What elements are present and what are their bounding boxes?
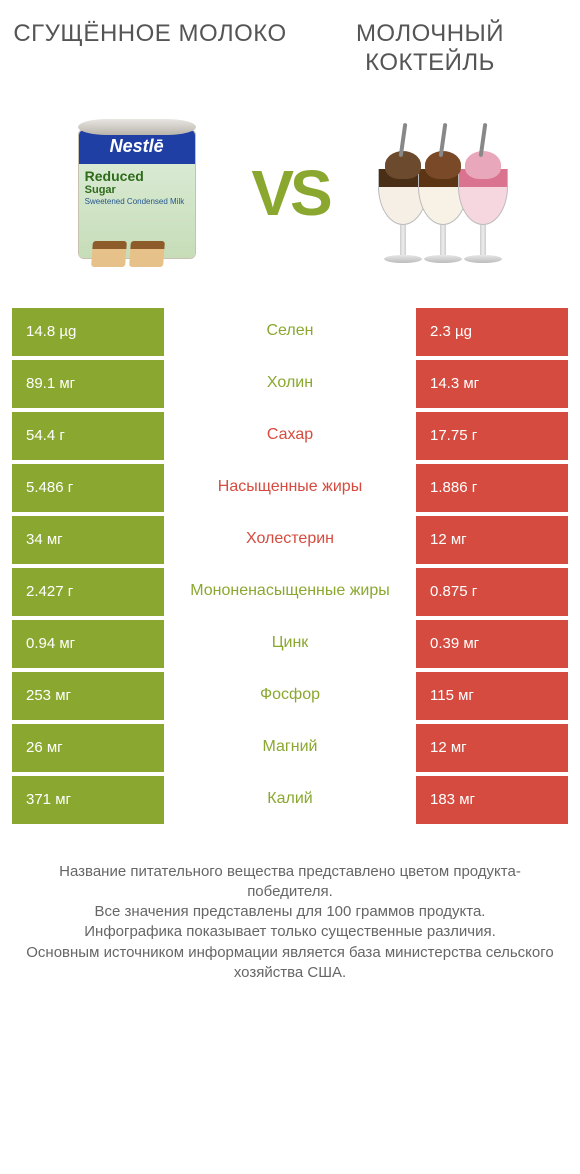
value-right: 183 мг [416,776,568,824]
value-right: 0.875 г [416,568,568,616]
nutrient-label: Селен [164,308,416,356]
value-left: 89.1 мг [12,360,164,408]
nutrient-label: Насыщенные жиры [164,464,416,512]
nutrient-label: Холестерин [164,516,416,564]
value-left: 5.486 г [12,464,164,512]
footer-l3: Инфографика показывает только существенн… [24,922,556,942]
value-left: 253 мг [12,672,164,720]
table-row: 14.8 µgСелен2.3 µg [12,308,568,356]
value-right: 2.3 µg [416,308,568,356]
value-left: 26 мг [12,724,164,772]
can-line2: Sugar [85,184,189,196]
value-left: 14.8 µg [12,308,164,356]
table-row: 54.4 гСахар17.75 г [12,412,568,460]
table-row: 371 мгКалий183 мг [12,776,568,824]
value-left: 34 мг [12,516,164,564]
table-row: 0.94 мгЦинк0.39 мг [12,620,568,668]
value-right: 17.75 г [416,412,568,460]
product-right-image [337,103,550,283]
footer: Название питательного вещества представл… [0,828,580,984]
nutrient-label: Холин [164,360,416,408]
value-left: 0.94 мг [12,620,164,668]
table-row: 2.427 гМононенасыщенные жиры0.875 г [12,568,568,616]
value-right: 14.3 мг [416,360,568,408]
title-right: МОЛОЧНЫЙ КОКТЕЙЛЬ [290,20,570,78]
can-brand: Nestlē [110,136,164,157]
nutrient-label: Калий [164,776,416,824]
nutrient-label: Магний [164,724,416,772]
table-row: 34 мгХолестерин12 мг [12,516,568,564]
value-left: 371 мг [12,776,164,824]
vs-label: VS [243,156,336,230]
value-right: 1.886 г [416,464,568,512]
footer-l2: Все значения представлены для 100 граммо… [24,902,556,922]
table-row: 26 мгМагний12 мг [12,724,568,772]
value-left: 54.4 г [12,412,164,460]
comparison-table: 14.8 µgСелен2.3 µg89.1 мгХолин14.3 мг54.… [0,308,580,824]
product-left-image: Nestlē Reduced Sugar Sweetened Condensed… [30,103,243,283]
footer-l1: Название питательного вещества представл… [24,862,556,903]
table-row: 5.486 гНасыщенные жиры1.886 г [12,464,568,512]
value-left: 2.427 г [12,568,164,616]
can-line1: Reduced [85,168,189,184]
header: СГУЩЁННОЕ МОЛОКО МОЛОЧНЫЙ КОКТЕЙЛЬ [0,0,580,88]
nutrient-label: Фосфор [164,672,416,720]
can-line3: Sweetened Condensed Milk [85,198,189,207]
value-right: 12 мг [416,516,568,564]
table-row: 253 мгФосфор115 мг [12,672,568,720]
value-right: 0.39 мг [416,620,568,668]
table-row: 89.1 мгХолин14.3 мг [12,360,568,408]
title-left: СГУЩЁННОЕ МОЛОКО [10,20,290,49]
nutrient-label: Мононенасыщенные жиры [164,568,416,616]
nutrient-label: Сахар [164,412,416,460]
nutrient-label: Цинк [164,620,416,668]
milkshake-glass [457,123,509,263]
hero: Nestlē Reduced Sugar Sweetened Condensed… [0,88,580,308]
header-right: МОЛОЧНЫЙ КОКТЕЙЛЬ [290,20,570,78]
header-left: СГУЩЁННОЕ МОЛОКО [10,20,290,78]
footer-l4: Основным источником информации является … [24,943,556,984]
value-right: 12 мг [416,724,568,772]
value-right: 115 мг [416,672,568,720]
